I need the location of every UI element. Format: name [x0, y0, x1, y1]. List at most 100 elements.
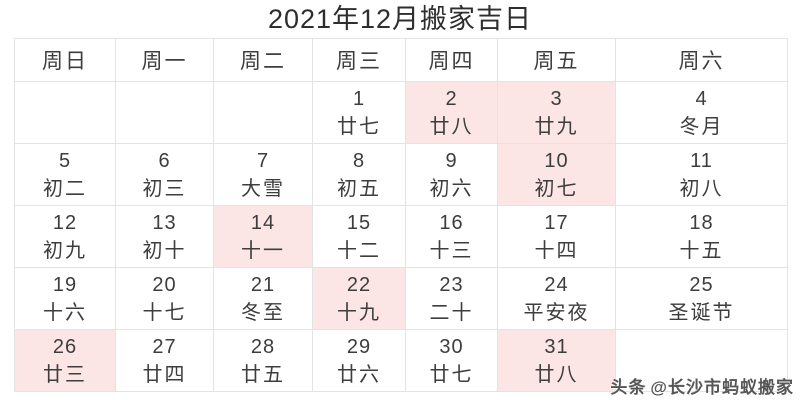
calendar-week-row: 5 初二 6 初三 7 大雪 8 初五 9 初六 10 初七 11 初八 — [14, 143, 788, 206]
day-number: 1 — [352, 87, 366, 110]
day-number: 2 — [445, 87, 458, 110]
day-number: 17 — [544, 211, 569, 234]
day-number: 8 — [352, 149, 366, 172]
day-number: 10 — [544, 149, 569, 172]
calendar-cell-day-8: 8 初五 — [312, 143, 406, 206]
lunar-label: 十六 — [43, 301, 87, 324]
day-number: 28 — [250, 335, 276, 358]
lunar-label: 二十 — [429, 301, 474, 324]
lunar-label: 冬至 — [241, 301, 285, 324]
calendar-cell-empty — [213, 81, 313, 144]
calendar-week-row: 19 十六 20 十七 21 冬至 22 十九 23 二十 24 平安夜 25 圣诞节 — [14, 267, 788, 330]
lunar-label: 初八 — [679, 177, 724, 200]
calendar-cell-day-13: 13 初十 — [115, 205, 214, 268]
calendar-cell-day-16: 16 十三 — [405, 205, 498, 268]
calendar-cell-day-22: 22 十九 — [312, 267, 406, 330]
day-number: 29 — [346, 335, 372, 358]
calendar-cell-day-3: 3 廿九 — [497, 81, 616, 144]
lunar-label: 初五 — [337, 177, 381, 200]
calendar-cell-day-14: 14 十一 — [213, 205, 313, 268]
lunar-label: 廿三 — [43, 363, 87, 386]
lunar-label: 圣诞节 — [668, 301, 735, 324]
calendar-cell-empty — [615, 329, 788, 392]
weekday-header-wednesday: 周三 — [312, 38, 406, 82]
weekday-header-friday: 周五 — [497, 38, 616, 82]
day-number: 11 — [690, 149, 713, 172]
lunar-label: 廿五 — [241, 363, 285, 386]
calendar-cell-day-28: 28 廿五 — [213, 329, 313, 392]
calendar-week-row: 26 廿三 27 廿四 28 廿五 29 廿六 30 廿七 31 廿八 — [14, 329, 788, 392]
weekday-header-tuesday: 周二 — [213, 38, 313, 82]
calendar-cell-day-5: 5 初二 — [14, 143, 116, 206]
lunar-label: 廿七 — [337, 115, 381, 138]
calendar-cell-day-11: 11 初八 — [615, 143, 788, 206]
day-number: 4 — [695, 87, 708, 110]
calendar-cell-day-30: 30 廿七 — [405, 329, 498, 392]
calendar-cell-day-2: 2 廿八 — [405, 81, 498, 144]
day-number: 24 — [544, 273, 569, 296]
calendar-cell-day-4: 4 冬月 — [615, 81, 788, 144]
calendar-cell-day-23: 23 二十 — [405, 267, 498, 330]
weekday-header-row: 周日 周一 周二 周三 周四 周五 周六 — [14, 38, 788, 82]
lunar-label: 初七 — [534, 177, 579, 200]
day-number: 18 — [689, 211, 714, 234]
calendar-table: 周日 周一 周二 周三 周四 周五 周六 1 廿七 2 廿八 3 廿九 4 冬月 5 初二 6 初三 7… — [14, 38, 788, 392]
day-number: 23 — [439, 273, 464, 296]
day-number: 19 — [52, 273, 78, 296]
weekday-header-monday: 周一 — [115, 38, 214, 82]
day-number: 9 — [445, 149, 458, 172]
day-number: 3 — [550, 87, 563, 110]
lunar-label: 廿八 — [534, 363, 579, 386]
calendar-cell-day-17: 17 十四 — [497, 205, 616, 268]
calendar-cell-day-29: 29 廿六 — [312, 329, 406, 392]
lunar-label: 初六 — [429, 177, 474, 200]
watermark: 头条 @长沙市蚂蚁搬家 — [610, 373, 794, 398]
calendar-cell-empty — [115, 81, 214, 144]
lunar-label: 十五 — [679, 239, 724, 262]
lunar-label: 初十 — [142, 239, 187, 262]
day-number: 13 — [152, 211, 177, 234]
lunar-label: 廿八 — [429, 115, 474, 138]
day-number: 12 — [52, 211, 78, 234]
day-number: 31 — [544, 335, 569, 358]
calendar-body: 1 廿七 2 廿八 3 廿九 4 冬月 5 初二 6 初三 7 大雪 8 初五 9 初六 10 初七 11 初八 12 初九 1… — [14, 81, 788, 392]
calendar-cell-day-20: 20 十七 — [115, 267, 214, 330]
day-number: 14 — [250, 211, 276, 234]
day-number: 16 — [439, 211, 464, 234]
weekday-header-sunday: 周日 — [14, 38, 116, 82]
calendar-cell-day-19: 19 十六 — [14, 267, 116, 330]
day-number: 20 — [152, 273, 177, 296]
day-number: 26 — [52, 335, 78, 358]
lunar-label: 廿七 — [429, 363, 474, 386]
calendar-cell-empty — [14, 81, 116, 144]
page-title: 2021年12月搬家吉日 — [267, 4, 533, 34]
calendar-cell-day-7: 7 大雪 — [213, 143, 313, 206]
day-number: 22 — [346, 273, 372, 296]
calendar-cell-day-18: 18 十五 — [615, 205, 788, 268]
watermark-handle: @长沙市蚂蚁搬家 — [650, 378, 794, 397]
day-number: 15 — [346, 211, 372, 234]
calendar-cell-day-21: 21 冬至 — [213, 267, 313, 330]
lunar-label: 冬月 — [679, 115, 724, 138]
calendar-cell-day-12: 12 初九 — [14, 205, 116, 268]
calendar-cell-day-25: 25 圣诞节 — [615, 267, 788, 330]
calendar-cell-day-15: 15 十二 — [312, 205, 406, 268]
day-number: 25 — [689, 273, 714, 296]
lunar-label: 大雪 — [241, 177, 285, 200]
lunar-label: 平安夜 — [523, 301, 590, 324]
weekday-header-thursday: 周四 — [405, 38, 498, 82]
lunar-label: 十一 — [241, 239, 285, 262]
day-number: 5 — [58, 149, 72, 172]
lunar-label: 廿六 — [337, 363, 381, 386]
calendar-cell-day-26: 26 廿三 — [14, 329, 116, 392]
calendar-cell-day-1: 1 廿七 — [312, 81, 406, 144]
lunar-label: 廿四 — [142, 363, 187, 386]
day-number: 27 — [152, 335, 177, 358]
calendar-cell-day-9: 9 初六 — [405, 143, 498, 206]
day-number: 7 — [256, 149, 270, 172]
calendar-week-row: 1 廿七 2 廿八 3 廿九 4 冬月 — [14, 81, 788, 144]
lunar-label: 初二 — [43, 177, 87, 200]
lunar-label: 十二 — [337, 239, 381, 262]
lunar-label: 十九 — [337, 301, 381, 324]
day-number: 21 — [250, 273, 276, 296]
